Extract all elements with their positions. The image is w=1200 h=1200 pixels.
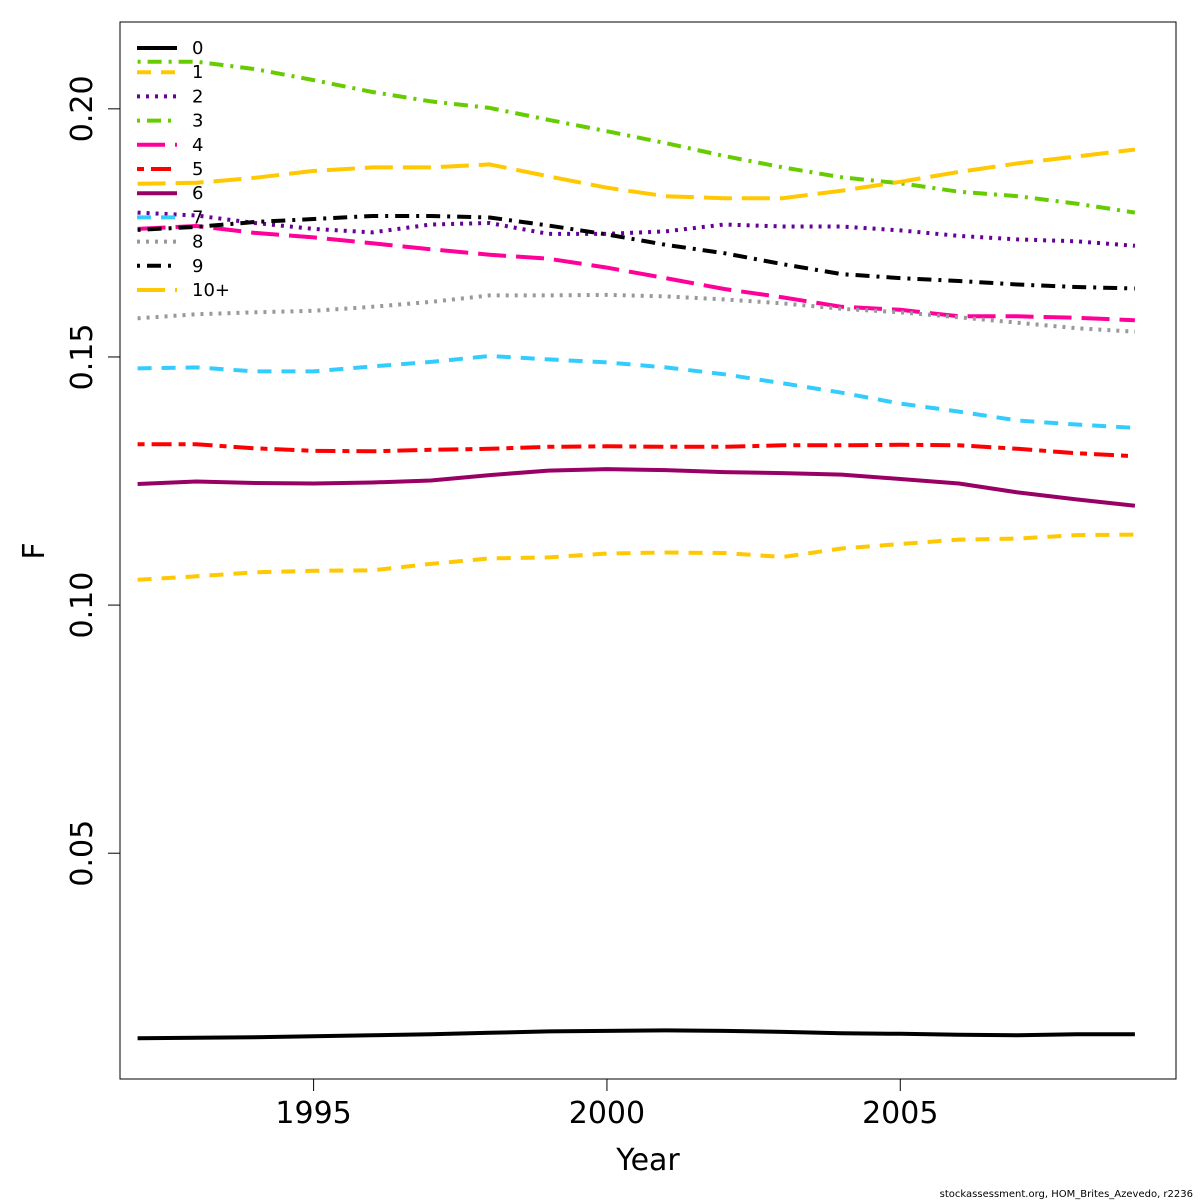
legend-label: 0: [192, 38, 203, 59]
x-axis-title: Year: [615, 1143, 680, 1178]
series-line-9: [137, 214, 1135, 291]
series-line-8: [137, 292, 1136, 334]
x-tick-label: 2005: [862, 1096, 938, 1131]
legend-label: 2: [192, 86, 203, 107]
series-line-1: [137, 532, 1135, 582]
series-line-7: [137, 354, 1136, 430]
x-axis: 1995 2000 2005: [275, 1078, 938, 1131]
y-tick-label: 0.20: [65, 75, 100, 142]
series-line-2: [137, 210, 1136, 248]
series-line-10plus: [137, 147, 1136, 201]
x-tick-label: 1995: [275, 1096, 351, 1131]
x-tick-label: 2000: [569, 1096, 645, 1131]
y-tick-label: 0.10: [65, 572, 100, 639]
series-line-3: [137, 59, 1136, 215]
y-tick-label: 0.05: [65, 820, 100, 887]
series-line-5: [137, 442, 1136, 459]
legend-label: 6: [192, 183, 203, 204]
legend-label: 10+: [192, 280, 230, 301]
y-axis: 0.05 0.10 0.15 0.20: [65, 75, 121, 887]
legend-label: 5: [192, 159, 203, 180]
legend: 0 1 2 3 4 5 6 7 8 9 10+: [137, 38, 230, 301]
plot-frame: [119, 21, 1177, 1080]
legend-label: 1: [192, 62, 203, 83]
y-axis-title: F: [17, 542, 52, 559]
legend-label: 8: [192, 232, 203, 253]
y-tick-label: 0.15: [65, 324, 100, 391]
series-line-6: [137, 467, 1136, 508]
series-layer: [137, 59, 1136, 1041]
legend-label: 4: [192, 135, 203, 156]
legend-label: 3: [192, 111, 203, 132]
legend-label: 7: [192, 207, 203, 228]
legend-label: 9: [192, 256, 203, 277]
credit-text: stockassessment.org, HOM_Brites_Azevedo,…: [940, 1189, 1193, 1200]
series-line-4: [137, 224, 1135, 323]
series-line-0: [137, 1028, 1135, 1041]
